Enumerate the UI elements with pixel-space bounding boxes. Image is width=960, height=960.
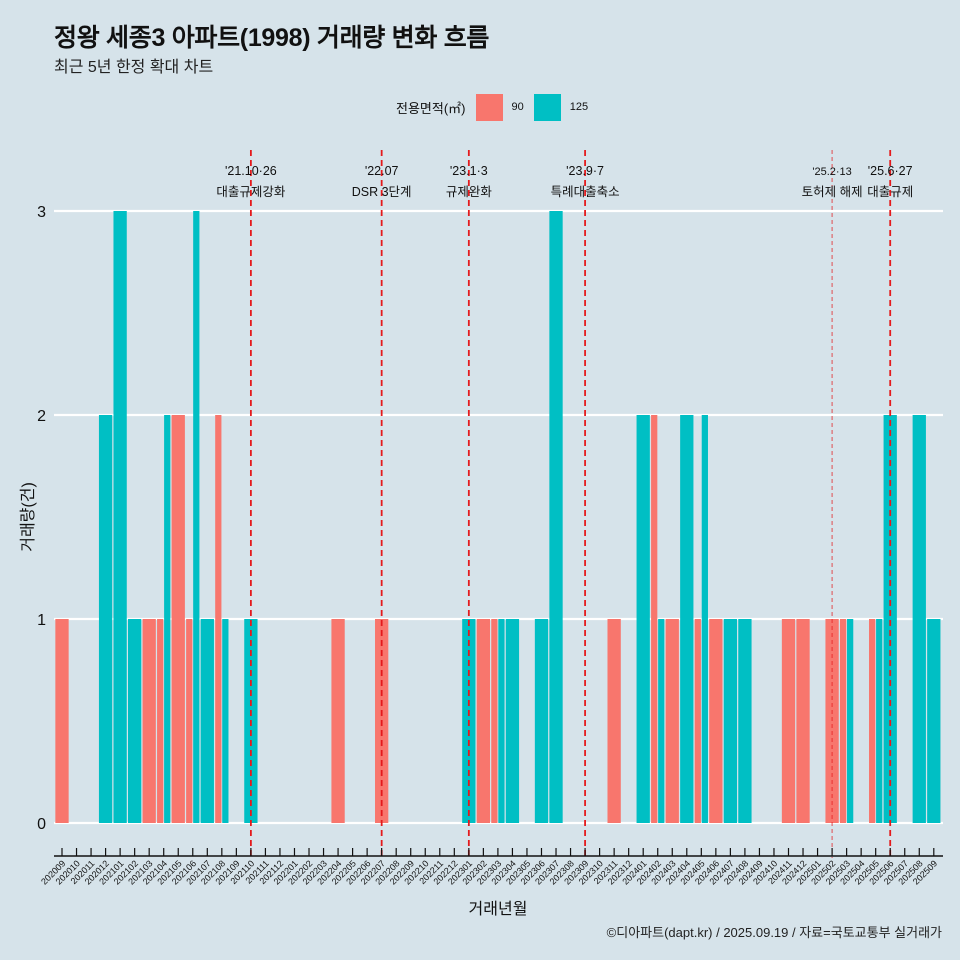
bar-125-202307	[549, 211, 563, 823]
bar-125-202304	[505, 619, 520, 823]
bar-90-202412	[796, 619, 810, 823]
annotation-label: 규제완화	[446, 185, 493, 199]
annotation-label: 토허제 해제	[802, 185, 863, 199]
bar-90-202402	[651, 415, 658, 823]
annotation-label: 대출규제	[867, 185, 913, 199]
x-axis-title: 거래년월	[469, 900, 528, 918]
legend-label-125: 125	[569, 101, 589, 113]
bar-90-202311	[607, 619, 621, 823]
bar-125-202509	[927, 619, 941, 823]
bar-90-202503	[839, 619, 847, 823]
bar-125-202402	[658, 619, 665, 823]
bar-90-202406	[709, 619, 723, 823]
annotation-date: '23.1·3	[450, 164, 488, 178]
legend-title: 전용면적(㎡)	[396, 100, 466, 116]
y-tick-label: 3	[37, 204, 46, 221]
bar-125-202102	[128, 619, 142, 823]
bar-125-202503	[847, 619, 854, 823]
bar-90-202103	[142, 619, 156, 823]
caption: ©디아파트(dapt.kr) / 2025.09.19 / 자료=국토교통부 실…	[606, 925, 942, 940]
bar-125-202306	[534, 619, 549, 823]
bar-90-202302	[476, 619, 491, 823]
bar-90-202405	[694, 619, 701, 823]
bar-90-202106	[186, 619, 193, 823]
bar-90-202105	[171, 415, 185, 823]
bar-125-202108	[222, 619, 229, 823]
y-axis-title: 거래량(건)	[19, 482, 37, 552]
bar-90-202009	[55, 619, 69, 823]
annotation-date: '22.07	[365, 164, 399, 178]
bar-125-202508	[912, 415, 926, 823]
bar-125-202106	[193, 211, 200, 823]
bar-90-202505	[869, 619, 876, 823]
annotation-label: 특례대출축소	[551, 185, 620, 199]
chart-subtitle: 최근 5년 한정 확대 차트	[54, 59, 214, 76]
annotation-labels: '21.10·26 대출규제강화 '22.07 DSR 3단계 '23.1·3 규제완화 '…	[216, 164, 913, 199]
bar-90-202411	[781, 619, 796, 823]
bar-125-202506	[883, 415, 897, 823]
bars	[55, 211, 941, 823]
bar-125-202505	[876, 619, 883, 823]
bar-125-202405	[701, 415, 708, 823]
bar-90-202403	[665, 619, 679, 823]
annotation-lines	[249, 150, 892, 858]
bar-125-202401	[636, 415, 650, 823]
legend-key-125	[533, 93, 561, 121]
y-tick-label: 2	[37, 408, 46, 425]
bar-125-202107	[200, 619, 214, 823]
bar-125-202104	[164, 415, 171, 823]
y-tick-label: 1	[37, 612, 46, 629]
annotation-label: 대출규제강화	[216, 185, 286, 199]
bar-90-202204	[331, 619, 345, 823]
annotation-date: '25.2·13	[812, 166, 851, 178]
y-tick-label: 0	[37, 816, 46, 833]
bar-125-202404	[680, 415, 694, 823]
bar-125-202303	[498, 619, 505, 823]
legend: 전용면적(㎡) 90 125	[396, 93, 598, 121]
y-axis-ticks: 0 1 2 3	[37, 204, 46, 833]
x-axis: 2020092020102020112020122021012021022021…	[39, 848, 943, 887]
annotation-date: '25.6·27	[868, 164, 913, 178]
annotation-date: '21.10·26	[225, 164, 277, 178]
bar-125-202012	[98, 415, 113, 823]
legend-key-90	[475, 93, 503, 121]
bar-90-202108	[215, 415, 222, 823]
chart-title: 정왕 세종3 아파트(1998) 거래량 변화 흐름	[54, 24, 490, 52]
bar-125-202408	[738, 619, 752, 823]
annotation-label: DSR 3단계	[352, 185, 412, 199]
bar-90-202104	[157, 619, 164, 823]
bar-125-202407	[723, 619, 738, 823]
bar-125-202101	[113, 211, 127, 823]
annotation-date: '23.9·7	[566, 164, 604, 178]
bar-90-202303	[491, 619, 498, 823]
legend-label-90: 90	[511, 101, 524, 113]
